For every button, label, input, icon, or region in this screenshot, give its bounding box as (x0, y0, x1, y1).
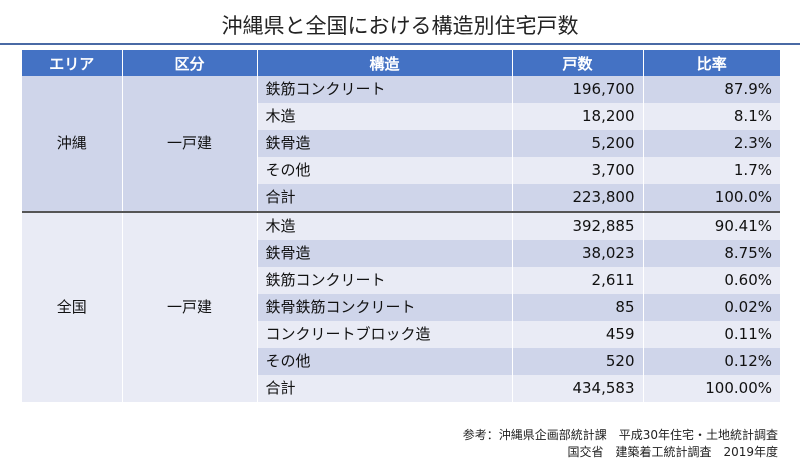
structure-cell: 合計 (256, 184, 512, 212)
source-note: 参考：沖縄県企画部統計課 平成30年住宅・土地統計調査 国交省 建築着工統計調査… (463, 427, 778, 461)
count-cell: 85 (511, 294, 643, 321)
ratio-cell: 87.9% (642, 76, 780, 103)
count-cell: 5,200 (511, 130, 643, 157)
header-area: エリア (22, 50, 122, 76)
structure-cell: 鉄筋コンクリート (256, 267, 512, 294)
header-count: 戸数 (511, 50, 643, 76)
structure-cell: 木造 (256, 211, 512, 240)
table-row-total: 合計 434,583 100.00% (22, 375, 780, 402)
ratio-cell: 8.1% (642, 103, 780, 130)
structure-cell: 鉄骨造 (256, 240, 512, 267)
area-cell: 沖縄 (22, 76, 122, 212)
ratio-cell: 0.60% (642, 267, 780, 294)
page-title: 沖縄県と全国における構造別住宅戸数 (221, 14, 579, 38)
structure-cell: 合計 (256, 375, 512, 402)
ratio-cell: 90.41% (642, 211, 780, 240)
table-row: その他 3,700 1.7% (22, 157, 780, 184)
table-row: 鉄骨造 38,023 8.75% (22, 240, 780, 267)
ratio-cell: 100.00% (642, 375, 780, 402)
structure-cell: その他 (256, 348, 512, 375)
count-cell: 392,885 (511, 211, 643, 240)
count-cell: 434,583 (511, 375, 643, 402)
header-ratio: 比率 (642, 50, 780, 76)
count-cell: 18,200 (511, 103, 643, 130)
ratio-cell: 2.3% (642, 130, 780, 157)
table-row: コンクリートブロック造 459 0.11% (22, 321, 780, 348)
table-header-row: エリア 区分 構造 戸数 比率 (22, 50, 780, 76)
count-cell: 3,700 (511, 157, 643, 184)
table-row: 鉄骨造 5,200 2.3% (22, 130, 780, 157)
table-row: 鉄骨鉄筋コンクリート 85 0.02% (22, 294, 780, 321)
structure-cell: その他 (256, 157, 512, 184)
table-row: 全国 一戸建 木造 392,885 90.41% (22, 211, 780, 402)
area-cell: 全国 (22, 211, 122, 402)
count-cell: 459 (511, 321, 643, 348)
ratio-cell: 100.0% (642, 184, 780, 212)
table-row: 木造 18,200 8.1% (22, 103, 780, 130)
structure-cell: 木造 (256, 103, 512, 130)
count-cell: 520 (511, 348, 643, 375)
count-cell: 38,023 (511, 240, 643, 267)
structure-cell: コンクリートブロック造 (256, 321, 512, 348)
structure-cell: 鉄骨造 (256, 130, 512, 157)
header-structure: 構造 (256, 50, 512, 76)
table-row: その他 520 0.12% (22, 348, 780, 375)
table-row: 沖縄 一戸建 鉄筋コンクリート 196,700 87.9% (22, 76, 780, 212)
table-row: 鉄筋コンクリート 2,611 0.60% (22, 267, 780, 294)
kubun-cell: 一戸建 (121, 211, 257, 402)
kubun-cell: 一戸建 (121, 76, 257, 212)
ratio-cell: 0.12% (642, 348, 780, 375)
count-cell: 223,800 (511, 184, 643, 212)
source-note-line: 参考：沖縄県企画部統計課 平成30年住宅・土地統計調査 (462, 428, 778, 442)
ratio-cell: 1.7% (642, 157, 780, 184)
count-cell: 2,611 (511, 267, 643, 294)
ratio-cell: 0.02% (642, 294, 780, 321)
count-cell: 196,700 (511, 76, 643, 103)
structure-cell: 鉄骨鉄筋コンクリート (256, 294, 512, 321)
title-divider (0, 43, 800, 45)
header-kubun: 区分 (121, 50, 257, 76)
ratio-cell: 0.11% (642, 321, 780, 348)
housing-structure-table: エリア 区分 構造 戸数 比率 沖縄 一戸建 鉄筋コンクリート 196,700 … (22, 50, 780, 402)
ratio-cell: 8.75% (642, 240, 780, 267)
source-note-line: 国交省 建築着工統計調査 2019年度 (567, 445, 778, 459)
table-row-total: 合計 223,800 100.0% (22, 184, 780, 212)
structure-cell: 鉄筋コンクリート (256, 76, 512, 103)
